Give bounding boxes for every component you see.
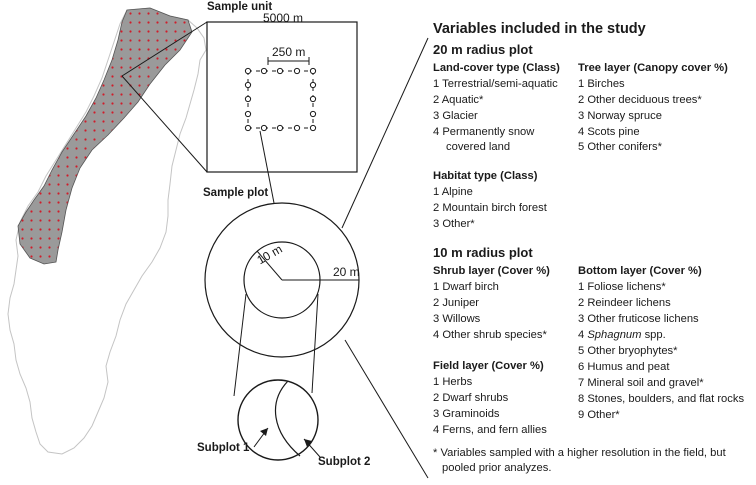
plot20-heading: 20 m radius plot (433, 42, 533, 57)
plot-spacing-label: 250 m (272, 45, 306, 59)
list-item: 1 Alpine (433, 186, 473, 198)
landcover-title: Land-cover type (Class) (433, 62, 560, 74)
list-item: 1 Terrestrial/semi-aquatic (433, 78, 558, 90)
list-item: 3 Norway spruce (578, 110, 662, 122)
list-item: 1 Birches (578, 78, 625, 90)
list-item: 4 Scots pine (578, 126, 640, 138)
list-item: 4 Other shrub species* (433, 329, 547, 341)
list-item: 9 Other* (578, 409, 620, 421)
subplot1-label: Subplot 1 (197, 442, 250, 454)
list-item: 2 Mountain birch forest (433, 202, 547, 214)
list-item: 5 Other bryophytes* (578, 345, 678, 357)
footnote-line: pooled prior analyzes. (442, 462, 552, 474)
bottom-title: Bottom layer (Cover %) (578, 265, 702, 277)
subplot-circle (237, 379, 319, 461)
list-item: 4 Permanently snow (433, 126, 535, 138)
variables-title: Variables included in the study (433, 21, 646, 37)
list-item: 3 Willows (433, 313, 481, 325)
radius-20m-label: 20 m (333, 265, 360, 279)
list-item: 6 Humus and peat (578, 361, 670, 373)
plot-cluster (244, 67, 317, 132)
subplot2-label: Subplot 2 (318, 456, 371, 468)
list-item: 3 Glacier (433, 110, 478, 122)
country-outline (7, 7, 207, 455)
list-item: 1 Foliose lichens* (578, 281, 666, 293)
list-item: 2 Dwarf shrubs (433, 392, 509, 404)
list-item: 2 Juniper (433, 297, 480, 309)
unit-size-label: 5000 m (263, 11, 304, 25)
list-item: 1 Dwarf birch (433, 281, 499, 293)
list-item: 8 Stones, boulders, and flat rocks (578, 393, 745, 405)
list-item: 2 Aquatic* (433, 94, 484, 106)
list-item: 4 Sphagnum spp. (578, 329, 666, 341)
list-item: 1 Herbs (433, 376, 473, 388)
shrub-title: Shrub layer (Cover %) (433, 265, 550, 277)
footnote-line: * Variables sampled with a higher resolu… (433, 447, 726, 459)
list-item: 3 Other* (433, 218, 475, 230)
list-item: 5 Other conifers* (578, 141, 662, 153)
list-item: 3 Other fruticose lichens (578, 313, 699, 325)
list-item: 7 Mineral soil and gravel* (578, 377, 704, 389)
list-item: 4 Ferns, and fern allies (433, 424, 547, 436)
tree-title: Tree layer (Canopy cover %) (578, 62, 728, 74)
field-title: Field layer (Cover %) (433, 360, 544, 372)
plot10-heading: 10 m radius plot (433, 245, 533, 260)
sample-unit-label: Sample unit (207, 1, 273, 13)
list-item: 2 Reindeer lichens (578, 297, 671, 309)
list-item: covered land (446, 141, 511, 153)
list-item: 3 Graminoids (433, 408, 500, 420)
habitat-title: Habitat type (Class) (433, 170, 538, 182)
sample-unit-box (206, 21, 358, 173)
list-item: 2 Other deciduous trees* (578, 94, 702, 106)
sample-plot-label: Sample plot (203, 187, 269, 199)
